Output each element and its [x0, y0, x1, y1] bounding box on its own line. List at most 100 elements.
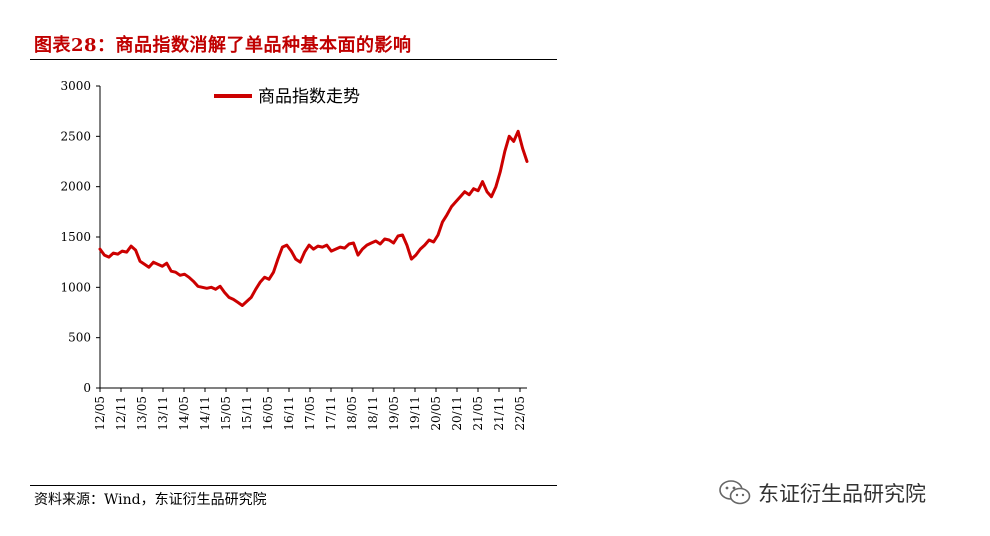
series-point: [375, 240, 377, 242]
series-point: [214, 288, 217, 291]
series-point: [455, 201, 457, 203]
series-point: [379, 243, 382, 245]
series-point: [437, 234, 439, 236]
y-tick-label: 1500: [60, 230, 91, 244]
series-point: [237, 301, 239, 304]
series-point: [161, 265, 164, 268]
series-point: [299, 261, 302, 264]
x-tick-label: 14/11: [198, 396, 212, 431]
series-point: [312, 248, 315, 250]
series-point: [477, 189, 479, 192]
series-point: [406, 244, 408, 246]
series-point: [450, 206, 453, 208]
y-tick-label: 3000: [60, 79, 91, 93]
series-point: [277, 258, 279, 260]
y-tick-label: 500: [68, 331, 91, 345]
series-point: [428, 239, 430, 241]
series-point: [517, 130, 519, 133]
series-point: [281, 246, 284, 248]
x-tick-label: 14/05: [177, 396, 191, 431]
x-tick-label: 17/11: [324, 396, 338, 431]
chart-legend: 商品指数走势: [214, 87, 360, 107]
series-point: [432, 241, 435, 243]
series-point: [468, 193, 471, 196]
series-point: [170, 270, 172, 273]
x-tick-label: 20/05: [429, 396, 443, 431]
source-divider: [30, 485, 557, 486]
series-point: [397, 235, 399, 237]
series-point: [308, 244, 310, 246]
x-tick-label: 15/11: [240, 396, 254, 431]
x-tick-label: 16/05: [261, 396, 275, 431]
series-point: [339, 246, 342, 248]
series-point: [99, 248, 101, 250]
series-point: [321, 246, 324, 248]
x-axis-ticks: 12/05 12/11 13/05 13/11 14/05 14/11 15/05 15/11…: [93, 388, 527, 431]
series-point: [410, 258, 413, 260]
series-point: [219, 285, 221, 288]
x-tick-label: 19/05: [387, 396, 401, 431]
series-point: [250, 296, 252, 299]
series-point: [130, 245, 132, 247]
series-point: [357, 254, 359, 256]
x-tick-label: 18/11: [366, 396, 380, 431]
x-tick-label: 22/05: [513, 396, 527, 431]
series-point: [223, 291, 226, 294]
x-tick-label: 21/11: [492, 396, 506, 431]
series-point: [343, 247, 346, 249]
series-point: [499, 170, 502, 173]
series-point: [192, 280, 195, 283]
series-point: [330, 250, 333, 252]
series-point: [370, 242, 373, 244]
series-point: [210, 286, 212, 289]
series-point: [139, 260, 141, 263]
series-point: [121, 250, 123, 252]
series-point: [504, 150, 506, 153]
title-divider: [30, 59, 557, 60]
series-point: [268, 278, 270, 281]
series-point: [481, 180, 484, 183]
x-tick-label: 13/11: [156, 396, 170, 431]
series-point: [272, 271, 275, 274]
series-point: [148, 266, 150, 269]
series-point: [472, 187, 475, 190]
series-point: [361, 248, 364, 250]
series-point: [526, 160, 528, 163]
series-point: [174, 271, 177, 274]
x-tick-label: 12/11: [114, 396, 128, 431]
x-tick-label: 19/11: [408, 396, 422, 431]
series-point: [317, 245, 319, 247]
series-point: [108, 256, 110, 258]
series-point: [419, 248, 422, 250]
series-point: [290, 250, 293, 252]
chart-series: [98, 129, 529, 307]
series-point: [446, 214, 448, 216]
series-point: [134, 249, 137, 251]
series-point: [521, 147, 524, 150]
series-point: [179, 274, 181, 277]
x-tick-label: 18/05: [345, 396, 359, 431]
y-tick-label: 0: [83, 381, 91, 395]
series-point: [188, 276, 190, 279]
series-point: [303, 251, 306, 253]
legend-label: 商品指数走势: [258, 87, 360, 107]
watermark-text: 东证衍生品研究院: [758, 482, 926, 506]
series-point: [152, 261, 155, 264]
series-point: [183, 273, 186, 276]
series-point: [392, 242, 395, 244]
series-point: [463, 190, 466, 193]
series-point: [165, 262, 168, 265]
series-point: [254, 288, 257, 291]
series-point: [232, 298, 235, 301]
figure-title: 图表28：商品指数消解了单品种基本面的影响: [34, 35, 412, 56]
series-point: [259, 281, 261, 284]
y-tick-label: 1000: [60, 280, 91, 294]
y-tick-label: 2500: [60, 129, 91, 143]
chart-axes: [99, 86, 527, 389]
series-point: [490, 195, 493, 198]
series-point: [157, 263, 159, 266]
series-line: [98, 129, 529, 307]
series-point: [263, 276, 266, 279]
series-point: [423, 244, 426, 246]
